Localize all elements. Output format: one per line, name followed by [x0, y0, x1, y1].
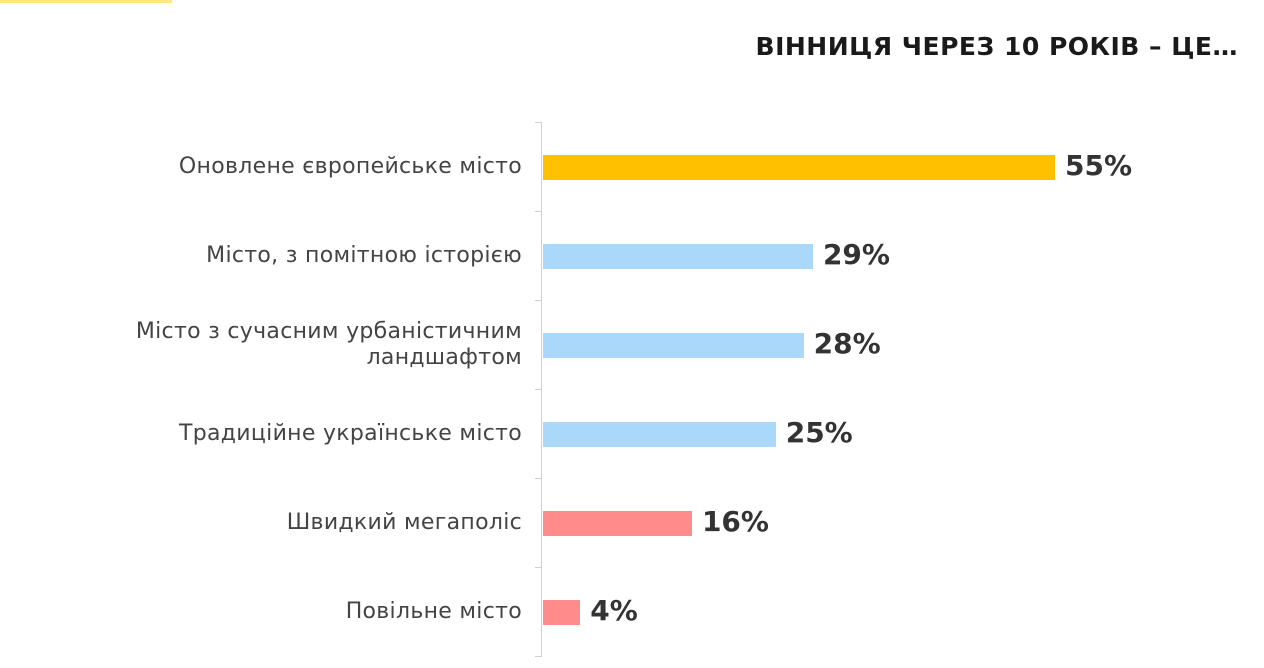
bar [543, 332, 804, 358]
category-label: Оновлене європейське місто [178, 153, 522, 179]
axis-tick [535, 567, 542, 568]
bar [543, 243, 813, 269]
value-label: 16% [701, 504, 769, 538]
axis-tick [535, 122, 542, 123]
category-label: Традиційне українське місто [179, 420, 522, 446]
bar [543, 599, 581, 625]
bar [543, 421, 776, 447]
axis-tick [535, 300, 542, 301]
bar [543, 154, 1055, 180]
axis-tick [535, 478, 542, 479]
value-label: 4% [590, 593, 638, 627]
category-label: Місто, з помітною історією [206, 242, 522, 268]
category-label: Місто з сучасним урбаністичним ландшафто… [135, 318, 522, 370]
value-label: 29% [822, 237, 890, 271]
category-label: Швидкий мегаполіс [286, 509, 522, 535]
axis-tick [535, 389, 542, 390]
value-label: 55% [1065, 148, 1133, 182]
value-label: 25% [785, 415, 853, 449]
axis-tick [535, 211, 542, 212]
category-label: Повільне місто [345, 598, 522, 624]
value-label: 28% [813, 326, 881, 360]
bar [543, 510, 692, 536]
accent-line [0, 0, 172, 3]
axis-tick [535, 656, 542, 657]
chart-title: ВІННИЦЯ ЧЕРЕЗ 10 РОКІВ – ЦЕ… [755, 32, 1238, 61]
